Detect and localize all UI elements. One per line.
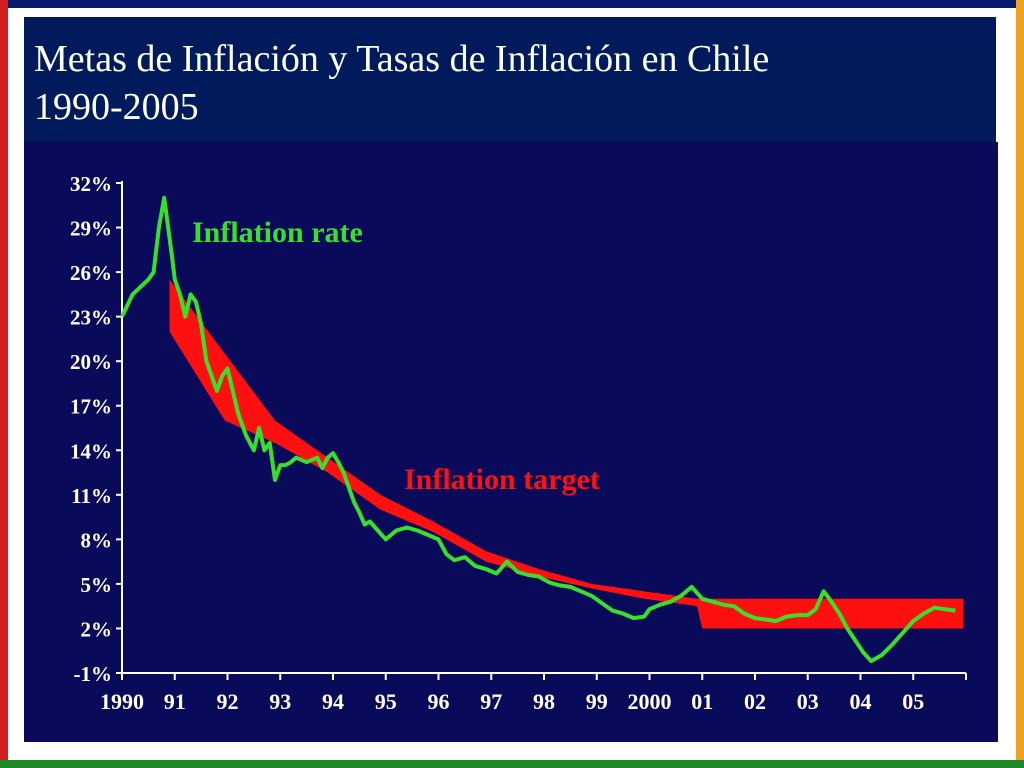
y-tick-label: 20% xyxy=(70,350,112,374)
x-tick-label: 02 xyxy=(744,689,766,714)
right-border xyxy=(1016,0,1024,768)
top-border xyxy=(0,0,1024,8)
bottom-border xyxy=(0,760,1024,768)
y-tick-label: 26% xyxy=(70,261,112,285)
x-tick-label: 96 xyxy=(428,689,450,714)
inflation-target-annotation: Inflation target xyxy=(404,463,600,496)
x-tick-label: 94 xyxy=(322,689,344,714)
y-tick-label: 17% xyxy=(70,395,112,419)
y-tick-label: -1% xyxy=(74,662,113,686)
x-tick-label: 98 xyxy=(533,689,555,714)
title-line-2: 1990-2005 xyxy=(34,86,199,128)
x-tick-label: 91 xyxy=(164,689,186,714)
x-tick-label: 01 xyxy=(691,689,713,714)
x-tick-label: 93 xyxy=(269,689,291,714)
y-tick-label: 5% xyxy=(81,573,113,597)
y-tick-label: 11% xyxy=(71,484,112,508)
inflation-chart: 32% 29% 26% 23% 20% 17% 14% 11% 8% 5% 2% -1% 1990 91 9… xyxy=(70,172,967,714)
x-tick-label: 92 xyxy=(217,689,239,714)
x-tick-label: 99 xyxy=(586,689,608,714)
slide-title: Metas de Inflación y Tasas de Inflación … xyxy=(24,17,996,142)
title-line-1: Metas de Inflación y Tasas de Inflación … xyxy=(34,38,770,80)
x-tick-label: 04 xyxy=(850,689,872,714)
inflation-rate-annotation: Inflation rate xyxy=(192,216,363,249)
x-tick-label: 1990 xyxy=(100,689,144,714)
y-tick-label: 14% xyxy=(70,439,112,463)
inflation-rate-line xyxy=(120,195,956,664)
left-border xyxy=(0,0,8,768)
y-tick-label: 2% xyxy=(81,617,113,641)
y-tick-label: 32% xyxy=(70,172,112,196)
x-tick-label: 05 xyxy=(902,689,924,714)
x-tick-label: 95 xyxy=(375,689,397,714)
y-tick-label: 23% xyxy=(70,306,112,330)
chart-area: 32% 29% 26% 23% 20% 17% 14% 11% 8% 5% 2% -1% 1990 91 9… xyxy=(24,142,998,742)
inflation-target-band xyxy=(169,279,964,629)
x-tick-label: 03 xyxy=(797,689,819,714)
y-tick-label: 8% xyxy=(81,528,113,552)
y-tick-label: 29% xyxy=(70,217,112,241)
x-tick-label: 2000 xyxy=(628,689,672,714)
x-tick-label: 97 xyxy=(480,689,502,714)
